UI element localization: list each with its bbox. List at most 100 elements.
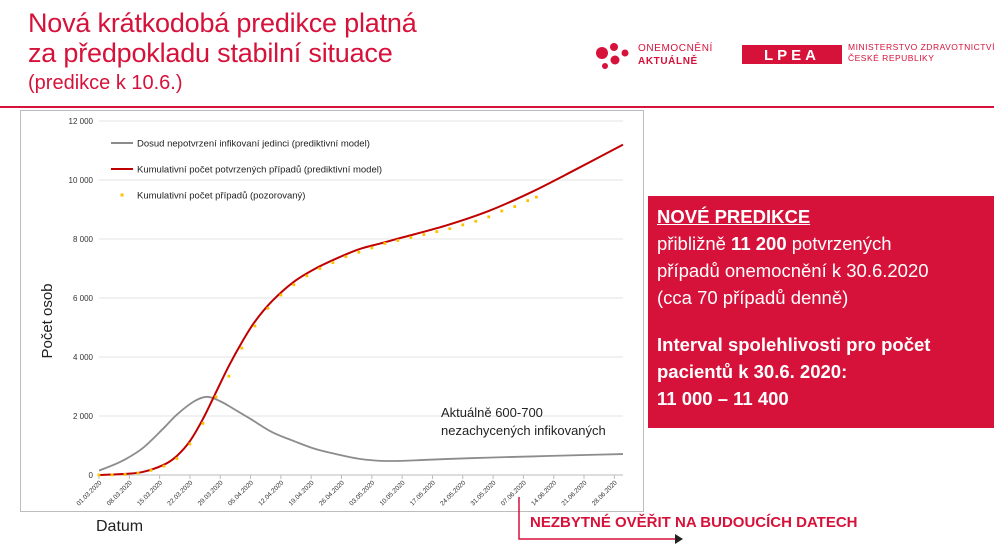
legend-label-1: Kumulativní počet potvrzených případů (p… — [137, 165, 382, 176]
y-axis-label: Počet osob — [39, 283, 56, 358]
chart-legend: Dosud nepotvrzení infikovaní jedinci (pr… — [111, 139, 382, 202]
x-tick-label: 08.03.2020 — [106, 479, 134, 507]
logo-mz-line2: ČESKÉ REPUBLIKY — [848, 53, 935, 63]
observed-point — [97, 473, 101, 477]
infobox-line-3: (cca 70 případů denně) — [657, 287, 849, 308]
annotation-line-2: nezachycených infikovaných — [441, 423, 606, 438]
observed-point — [448, 227, 452, 231]
interval-line-1: Interval spolehlivosti pro počet — [657, 334, 931, 355]
observed-point — [292, 283, 296, 287]
legend-label-0: Dosud nepotvrzení infikovaní jedinci (pr… — [137, 139, 370, 150]
observed-point — [149, 468, 153, 472]
observed-point — [422, 233, 426, 236]
observed-point — [123, 473, 127, 476]
observed-point — [227, 374, 231, 378]
interval-line-2: pacientů k 30.6. 2020: — [657, 361, 848, 382]
observed-point — [240, 346, 244, 350]
observed-point — [487, 215, 491, 219]
observed-point — [461, 223, 465, 227]
legend-swatch-2 — [120, 193, 124, 197]
observed-point — [305, 274, 309, 278]
observed-point — [344, 255, 348, 259]
observed-point — [500, 209, 504, 213]
observed-point — [162, 464, 166, 468]
mz-mark-icon: LPEA — [742, 45, 842, 64]
observed-point — [136, 471, 140, 475]
x-tick-label: 15.03.2020 — [136, 479, 164, 507]
x-tick-label: 12.04.2020 — [257, 479, 285, 507]
observed-point — [188, 442, 192, 446]
annotation-line-1: Aktuálně 600-700 — [441, 405, 543, 420]
onemocneni-aktualne-logo: ONEMOCNĚNÍ AKTUÁLNĚ — [590, 38, 730, 74]
x-tick-label: 29.03.2020 — [197, 479, 225, 507]
x-tick-label: 19.04.2020 — [288, 479, 316, 507]
observed-point — [383, 242, 387, 245]
infobox-line1-number: 11 200 — [731, 233, 787, 254]
x-tick-label: 24.05.2020 — [439, 479, 467, 507]
mz-mark-text: LPEA — [764, 47, 820, 64]
observed-point — [279, 293, 283, 297]
x-tick-label: 01.03.2020 — [75, 479, 103, 507]
y-tick-label: 12 000 — [69, 117, 94, 126]
observed-point — [396, 239, 400, 242]
series-layer — [97, 143, 624, 477]
x-tick-label: 31.05.2020 — [470, 479, 498, 507]
x-tick-label: 05.04.2020 — [227, 479, 255, 507]
observed-point — [175, 457, 179, 460]
observed-point — [534, 195, 538, 199]
observed-point — [435, 230, 439, 234]
prediction-chart: 0 2 000 4 000 6 000 8 000 10 000 12 000 01.03.… — [39, 117, 624, 507]
observed-point — [266, 306, 270, 310]
interval-line-3: 11 000 – 11 400 — [657, 388, 789, 409]
y-tick-label: 0 — [89, 471, 94, 480]
y-tick-label: 6 000 — [73, 294, 94, 303]
observed-point — [253, 324, 257, 328]
observed-point — [357, 250, 361, 254]
logo-mz-line1: MINISTERSTVO ZDRAVOTNICTVÍ — [848, 42, 994, 52]
observed-point — [214, 395, 218, 399]
observed-point — [474, 219, 478, 223]
observed-point — [513, 205, 517, 208]
observed-point — [201, 421, 205, 425]
chart-frame: 0 2 000 4 000 6 000 8 000 10 000 12 000 01.03.… — [20, 110, 644, 512]
observed-point — [331, 261, 335, 264]
series-line-0 — [98, 395, 624, 472]
observed-point — [370, 246, 374, 250]
logos: ONEMOCNĚNÍ AKTUÁLNĚ LPEA MINISTERSTVO ZD… — [590, 38, 994, 78]
x-tick-label: 10.05.2020 — [379, 479, 407, 507]
infobox-heading: NOVÉ PREDIKCE — [657, 206, 811, 227]
y-tick-label: 8 000 — [73, 235, 94, 244]
y-tick-label: 2 000 — [73, 412, 94, 421]
x-tick-label: 26.04.2020 — [318, 479, 346, 507]
infobox-line-1: přibližně 11 200 potvrzených — [657, 230, 994, 257]
x-tick-label: 03.05.2020 — [348, 479, 376, 507]
y-tick-label: 10 000 — [69, 176, 94, 185]
infobox-line-2: případů onemocnění k 30.6.2020 — [657, 260, 929, 281]
title-line-2: za předpokladu stabilní situace — [28, 38, 393, 68]
title-subtitle: (predikce k 10.6.) — [28, 72, 183, 94]
x-tick-label: 22.03.2020 — [166, 479, 194, 507]
y-tick-label: 4 000 — [73, 353, 94, 362]
infobox-line1-post: potvrzených — [786, 233, 892, 254]
ministerstvo-logo: LPEA MINISTERSTVO ZDRAVOTNICTVÍ ČESKÉ RE… — [742, 40, 994, 76]
legend-label-2: Kumulativní počet případů (pozorovaný) — [137, 191, 305, 202]
title-line-1: Nová krátkodobá predikce platná — [28, 8, 417, 38]
observed-point — [409, 236, 413, 239]
observed-point — [526, 199, 530, 203]
x-axis-label: Datum — [96, 518, 144, 535]
header-divider — [0, 106, 994, 108]
series-line-1 — [98, 143, 624, 476]
verify-note: NEZBYTNÉ OVĚŘIT NA BUDOUCÍCH DATECH — [530, 514, 858, 531]
verify-bracket-arrow-icon — [518, 497, 683, 544]
infobox-line1-pre: přibližně — [657, 233, 732, 254]
dots-logo-icon — [596, 43, 629, 69]
logo-oa-line2: AKTUÁLNĚ — [638, 56, 698, 67]
chart-grid — [98, 120, 623, 479]
x-tick-label: 17.05.2020 — [409, 479, 437, 507]
y-tick-labels: 0 2 000 4 000 6 000 8 000 10 000 12 000 — [69, 117, 94, 480]
logo-oa-line1: ONEMOCNĚNÍ — [638, 43, 713, 54]
observed-point — [110, 473, 114, 477]
slide-title: Nová krátkodobá predikce platná za předp… — [28, 8, 417, 96]
observed-point — [318, 267, 322, 270]
prediction-infobox: NOVÉ PREDIKCE přibližně 11 200 potvrzený… — [648, 196, 994, 428]
